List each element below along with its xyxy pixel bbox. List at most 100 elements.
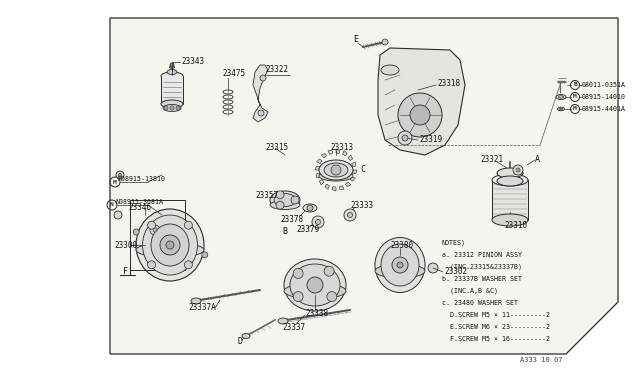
Ellipse shape [492, 174, 528, 186]
Text: 23343: 23343 [181, 58, 204, 67]
Ellipse shape [136, 243, 204, 257]
Text: 23357: 23357 [255, 192, 278, 201]
Text: D.SCREW M5 × 11---------2: D.SCREW M5 × 11---------2 [442, 312, 550, 318]
Text: c. 23480 WASHER SET: c. 23480 WASHER SET [442, 300, 518, 306]
Bar [130, 200, 185, 270]
Ellipse shape [557, 107, 564, 111]
Polygon shape [110, 18, 618, 354]
Circle shape [428, 263, 438, 273]
Text: 08915-4401A: 08915-4401A [582, 106, 626, 112]
Ellipse shape [303, 204, 317, 212]
Ellipse shape [556, 94, 566, 99]
Text: 23319: 23319 [419, 135, 442, 144]
Ellipse shape [375, 237, 425, 292]
Ellipse shape [284, 259, 346, 311]
Ellipse shape [375, 264, 425, 278]
Circle shape [166, 241, 174, 249]
Circle shape [410, 105, 430, 125]
Text: A: A [535, 154, 540, 164]
Polygon shape [339, 186, 344, 190]
Ellipse shape [170, 65, 175, 68]
Text: F: F [123, 266, 128, 276]
Circle shape [202, 252, 208, 258]
Text: D: D [237, 337, 242, 346]
Ellipse shape [381, 65, 399, 75]
Circle shape [382, 39, 388, 45]
Circle shape [293, 269, 303, 278]
Circle shape [276, 191, 284, 199]
Polygon shape [321, 153, 326, 158]
Circle shape [153, 228, 157, 232]
Circle shape [513, 165, 523, 175]
Polygon shape [342, 151, 347, 156]
Text: 23346: 23346 [128, 202, 151, 212]
Circle shape [398, 131, 412, 145]
Polygon shape [352, 162, 356, 167]
Text: 23322: 23322 [265, 65, 288, 74]
Polygon shape [378, 48, 465, 155]
Ellipse shape [191, 298, 201, 304]
Text: 23380: 23380 [390, 241, 413, 250]
Circle shape [184, 261, 193, 269]
Circle shape [114, 211, 122, 219]
Ellipse shape [290, 264, 340, 306]
Circle shape [148, 261, 156, 269]
Ellipse shape [319, 171, 353, 181]
Text: 23310: 23310 [504, 221, 527, 230]
Ellipse shape [242, 334, 250, 339]
Ellipse shape [381, 244, 419, 286]
Text: M: M [113, 180, 117, 185]
Polygon shape [332, 187, 336, 191]
Circle shape [324, 266, 334, 276]
Circle shape [331, 165, 341, 175]
Text: M: M [573, 94, 577, 99]
Text: N: N [110, 202, 114, 208]
Circle shape [516, 168, 520, 172]
Text: 23379: 23379 [296, 225, 319, 234]
Text: 23337A: 23337A [188, 304, 216, 312]
Circle shape [307, 205, 313, 211]
Circle shape [276, 201, 284, 209]
Circle shape [392, 257, 408, 273]
Text: 23318: 23318 [437, 78, 460, 87]
Ellipse shape [324, 163, 348, 177]
Text: 08011-0351A: 08011-0351A [582, 82, 626, 88]
Ellipse shape [270, 201, 300, 209]
Ellipse shape [270, 191, 300, 209]
Text: M: M [573, 106, 577, 112]
Circle shape [307, 277, 323, 293]
Text: E.SCREW M6 × 23---------2: E.SCREW M6 × 23---------2 [442, 324, 550, 330]
Text: 08915-14010: 08915-14010 [582, 94, 626, 100]
Ellipse shape [143, 215, 198, 275]
Circle shape [170, 63, 174, 67]
Ellipse shape [497, 176, 523, 186]
Polygon shape [315, 166, 319, 170]
Circle shape [402, 135, 408, 141]
Ellipse shape [497, 168, 523, 178]
Ellipse shape [163, 105, 181, 112]
Circle shape [398, 93, 442, 137]
Circle shape [260, 75, 266, 81]
Text: B: B [573, 83, 577, 87]
Circle shape [170, 106, 174, 110]
Circle shape [258, 110, 264, 116]
Ellipse shape [492, 214, 528, 226]
Circle shape [164, 106, 168, 110]
Text: B: B [282, 228, 287, 237]
Text: F.SCREW M5 × 16---------2: F.SCREW M5 × 16---------2 [442, 336, 550, 342]
Polygon shape [253, 65, 268, 122]
Ellipse shape [278, 318, 288, 324]
Polygon shape [328, 150, 333, 154]
Polygon shape [319, 179, 324, 185]
Text: 23313: 23313 [330, 142, 353, 151]
Bar [492, 180, 528, 220]
Circle shape [133, 229, 139, 235]
Text: N08911-3081A: N08911-3081A [115, 199, 163, 205]
Text: M08915-13810: M08915-13810 [118, 176, 166, 182]
Circle shape [293, 292, 303, 302]
Text: 23315: 23315 [265, 142, 288, 151]
Ellipse shape [161, 100, 183, 108]
Polygon shape [316, 173, 320, 178]
Text: 23475: 23475 [222, 70, 245, 78]
Ellipse shape [274, 193, 296, 206]
